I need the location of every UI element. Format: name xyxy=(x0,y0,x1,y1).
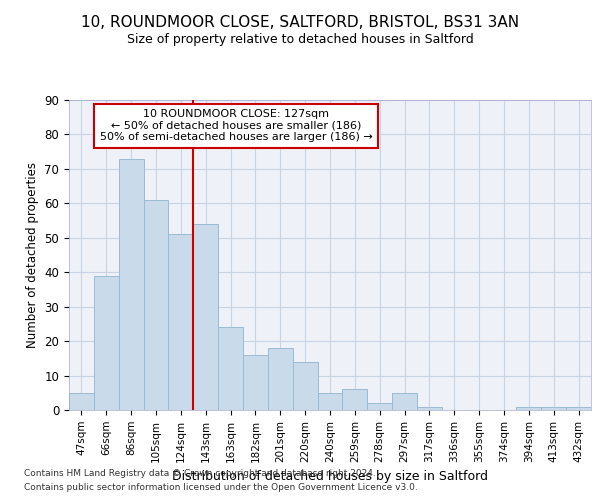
Bar xyxy=(218,328,243,410)
Bar xyxy=(94,276,119,410)
Bar xyxy=(392,393,417,410)
Bar xyxy=(517,406,541,410)
Bar xyxy=(169,234,193,410)
Bar xyxy=(343,390,367,410)
Bar xyxy=(417,406,442,410)
Bar xyxy=(268,348,293,410)
Text: Size of property relative to detached houses in Saltford: Size of property relative to detached ho… xyxy=(127,32,473,46)
Bar xyxy=(143,200,169,410)
Bar xyxy=(317,393,343,410)
X-axis label: Distribution of detached houses by size in Saltford: Distribution of detached houses by size … xyxy=(172,470,488,483)
Bar xyxy=(566,406,591,410)
Bar xyxy=(367,403,392,410)
Bar xyxy=(541,406,566,410)
Text: Contains HM Land Registry data © Crown copyright and database right 2024.: Contains HM Land Registry data © Crown c… xyxy=(24,468,376,477)
Bar xyxy=(293,362,317,410)
Bar xyxy=(69,393,94,410)
Text: 10, ROUNDMOOR CLOSE, SALTFORD, BRISTOL, BS31 3AN: 10, ROUNDMOOR CLOSE, SALTFORD, BRISTOL, … xyxy=(81,15,519,30)
Bar xyxy=(243,355,268,410)
Bar xyxy=(119,158,143,410)
Text: Contains public sector information licensed under the Open Government Licence v3: Contains public sector information licen… xyxy=(24,484,418,492)
Text: 10 ROUNDMOOR CLOSE: 127sqm
← 50% of detached houses are smaller (186)
50% of sem: 10 ROUNDMOOR CLOSE: 127sqm ← 50% of deta… xyxy=(100,110,373,142)
Bar xyxy=(193,224,218,410)
Y-axis label: Number of detached properties: Number of detached properties xyxy=(26,162,39,348)
